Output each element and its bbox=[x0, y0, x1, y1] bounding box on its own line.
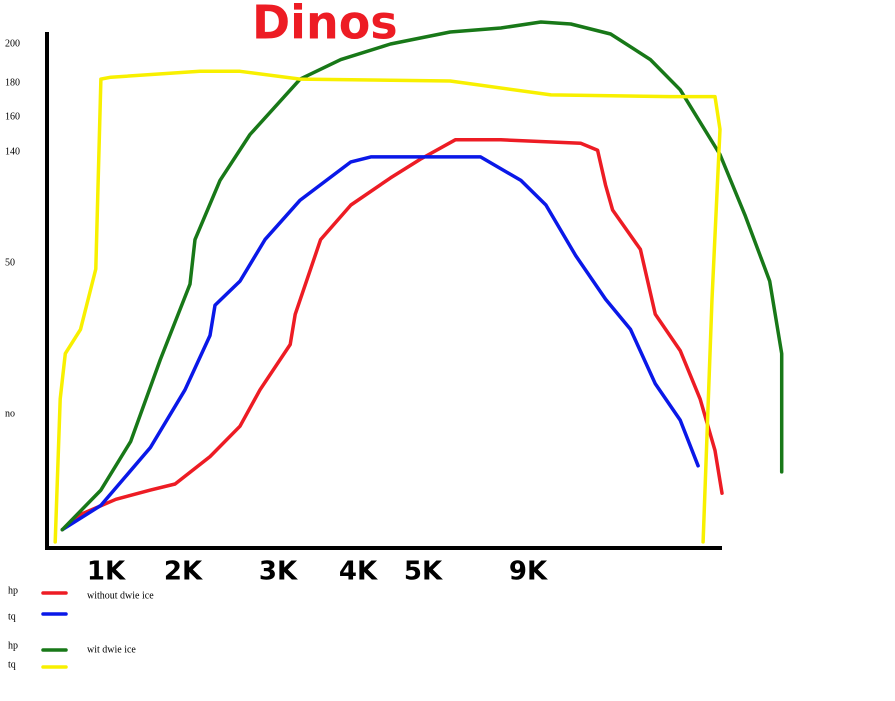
x-tick-label: 4K bbox=[339, 557, 378, 587]
y-tick-label: 200 bbox=[5, 38, 20, 49]
legend-label: hp bbox=[8, 585, 18, 596]
legend-label: hp bbox=[8, 640, 18, 651]
y-tick-label: 160 bbox=[5, 111, 20, 122]
x-tick-label: 1K bbox=[87, 557, 126, 587]
chart-title: Dinos bbox=[252, 0, 398, 50]
legend-label: tq bbox=[8, 611, 16, 622]
x-tick-label: 9K bbox=[509, 557, 548, 587]
y-tick-label: 50 bbox=[5, 257, 15, 268]
legend-group-label: without dwie ice bbox=[87, 590, 154, 601]
series-line bbox=[60, 138, 724, 532]
x-tick-label: 5K bbox=[404, 557, 443, 587]
y-tick-label: 180 bbox=[5, 77, 20, 88]
x-tick-label: 2K bbox=[164, 557, 203, 587]
y-tick-label: no bbox=[5, 408, 15, 419]
series-line bbox=[60, 155, 700, 532]
legend-label: tq bbox=[8, 659, 16, 670]
y-tick-label: 140 bbox=[5, 146, 20, 157]
legend-group-label: wit dwie ice bbox=[87, 644, 136, 655]
series-line bbox=[53, 69, 722, 544]
x-tick-label: 3K bbox=[259, 557, 298, 587]
series-line bbox=[60, 20, 784, 532]
